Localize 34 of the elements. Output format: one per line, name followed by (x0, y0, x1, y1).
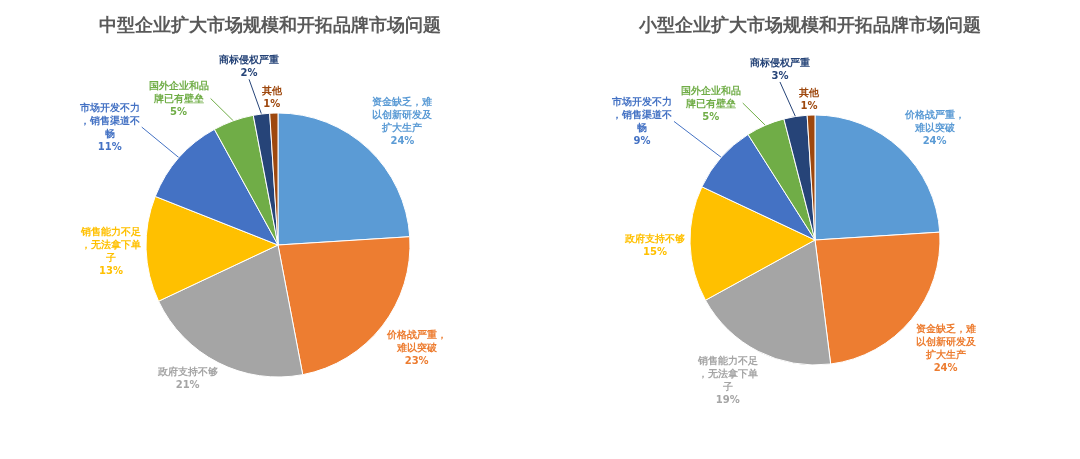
slice-label: 商标侵权严重 (748, 56, 810, 68)
slice-label: 国外企业和品牌已有壁垒 (680, 84, 741, 109)
data-label: 1% (263, 98, 281, 110)
data-label: 24% (933, 361, 958, 373)
data-label: 9% (633, 135, 651, 147)
slice-label: 商标侵权严重 (218, 54, 280, 66)
data-label: 15% (643, 245, 668, 257)
slice-label: 国外企业和品牌已有壁垒 (148, 79, 209, 104)
slice-label: 其他 (797, 87, 820, 99)
chart-title: 小型企业扩大市场规模和开拓品牌市场问题 (638, 13, 981, 35)
slice-label: 资金缺乏，难以创新研发及扩大生产 (372, 95, 434, 133)
slice-label: 市场开发不力，销售渠道不畅 (78, 102, 140, 140)
data-label: 1% (800, 100, 818, 112)
data-label: 24% (922, 134, 947, 146)
data-label: 5% (170, 105, 188, 117)
slice-label: 其他 (260, 85, 283, 97)
slice-label: 销售能力不足，无法拿下单子 (80, 225, 142, 263)
data-label: 3% (771, 69, 789, 81)
slice-label: 政府支持不够 (624, 232, 686, 244)
slice-label: 政府支持不够 (156, 366, 218, 378)
data-label: 2% (240, 67, 258, 79)
slice-label: 市场开发不力，销售渠道不畅 (610, 96, 672, 134)
slice-label: 价格战严重，难以突破 (385, 328, 447, 353)
data-label: 23% (404, 354, 429, 366)
slice-label: 资金缺乏，难以创新研发及扩大生产 (915, 322, 977, 360)
data-label: 21% (175, 379, 200, 391)
chart-title: 中型企业扩大市场规模和开拓品牌市场问题 (99, 13, 441, 35)
data-label: 13% (99, 264, 124, 276)
data-label: 5% (702, 110, 720, 122)
data-label: 11% (97, 141, 122, 153)
slice-label: 销售能力不足，无法拿下单子 (696, 355, 758, 393)
data-label: 24% (390, 134, 415, 146)
data-label: 19% (715, 394, 740, 406)
slice-label: 价格战严重，难以突破 (903, 108, 965, 133)
